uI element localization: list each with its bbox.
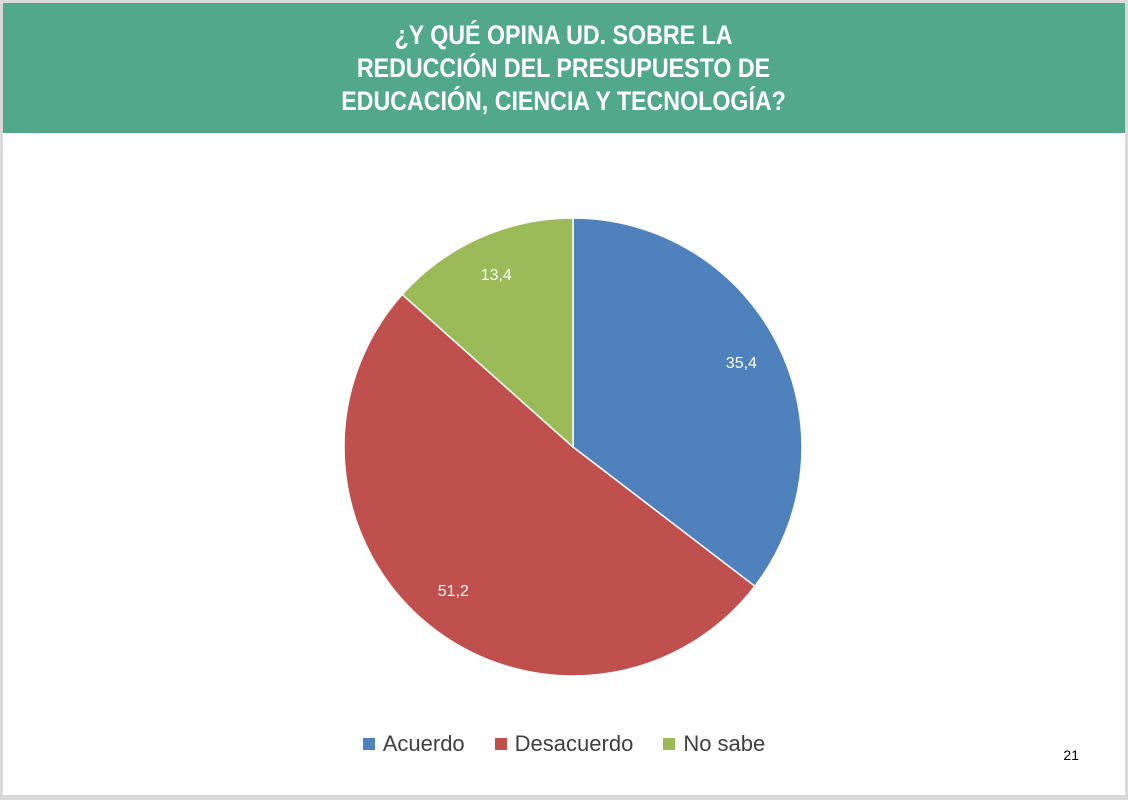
pie-slice-acuerdo	[572, 217, 803, 588]
data-label-no-sabe: 13,4	[481, 267, 512, 284]
data-label-desacuerdo: 51,2	[438, 583, 469, 600]
legend-swatch-no-sabe	[663, 738, 676, 750]
title-line-1: ¿Y QUÉ OPINA UD. SOBRE LA	[394, 19, 734, 50]
pie-chart: 35,4 51,2 13,4	[343, 217, 803, 677]
legend: Acuerdo Desacuerdo No sabe	[3, 731, 1125, 757]
legend-item-acuerdo: Acuerdo	[362, 731, 465, 757]
pie-slices	[343, 217, 803, 677]
title-line-2: REDUCCIÓN DEL PRESUPUESTO DE	[357, 52, 771, 83]
legend-swatch-acuerdo	[362, 738, 375, 750]
legend-label-acuerdo: Acuerdo	[382, 731, 465, 756]
legend-swatch-desacuerdo	[494, 738, 507, 750]
slide: ¿Y QUÉ OPINA UD. SOBRE LA REDUCCIÓN DEL …	[3, 3, 1125, 795]
legend-label-desacuerdo: Desacuerdo	[514, 731, 634, 756]
title-banner: ¿Y QUÉ OPINA UD. SOBRE LA REDUCCIÓN DEL …	[3, 3, 1125, 133]
legend-item-no-sabe: No sabe	[663, 731, 765, 757]
page-number: 21	[1063, 747, 1079, 763]
pie-slice-desacuerdo	[343, 293, 756, 677]
legend-item-desacuerdo: Desacuerdo	[494, 731, 634, 757]
title-line-3: EDUCACIÓN, CIENCIA Y TECNOLOGÍA?	[341, 85, 787, 116]
pie-data-labels: 35,4 51,2 13,4	[438, 267, 757, 600]
pie-slice-no-sabe	[401, 217, 574, 449]
data-label-acuerdo: 35,4	[726, 355, 757, 372]
chart-title: ¿Y QUÉ OPINA UD. SOBRE LA REDUCCIÓN DEL …	[342, 19, 787, 118]
legend-label-no-sabe: No sabe	[683, 731, 766, 756]
